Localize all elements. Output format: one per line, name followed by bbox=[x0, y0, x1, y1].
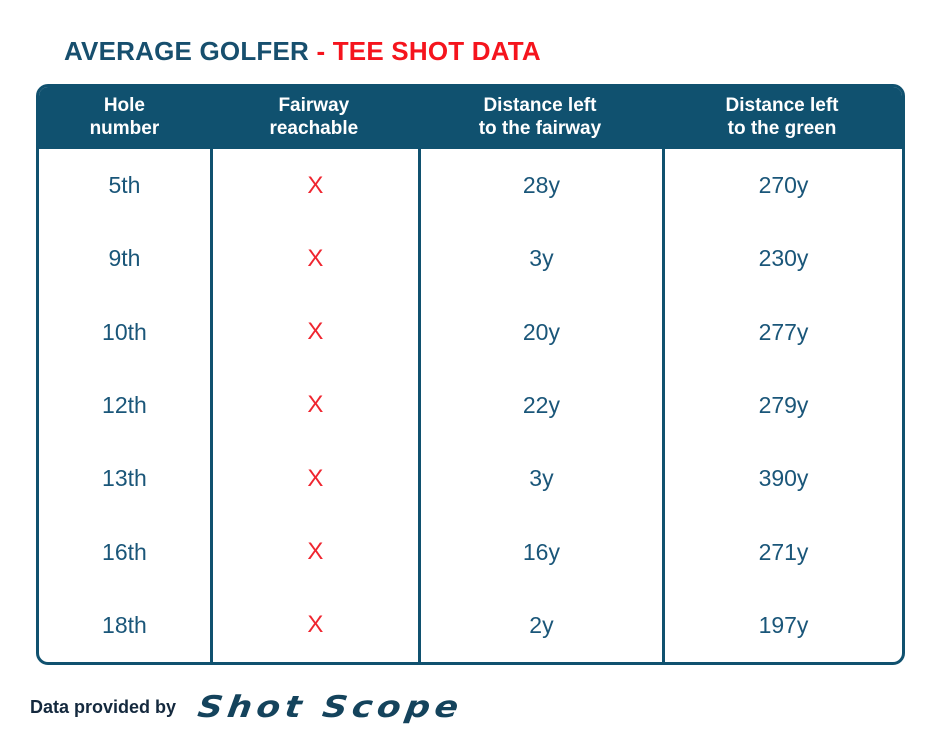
distance-fairway-cell: 28y bbox=[417, 149, 662, 223]
distance-green-cell: 277y bbox=[662, 295, 902, 369]
table-row: 12th X 22y 279y bbox=[39, 368, 902, 443]
distance-green-cell: 390y bbox=[662, 442, 902, 516]
table-row: 9th X 3y 230y bbox=[39, 222, 902, 296]
hole-number-cell: 5th bbox=[108, 172, 141, 199]
header-line: reachable bbox=[269, 118, 359, 139]
header-fairway-reachable: Fairway reachable bbox=[210, 95, 418, 141]
hole-number-cell: 10th bbox=[102, 318, 147, 345]
fairway-reachable-cell: X bbox=[209, 295, 418, 369]
header-line: Distance left bbox=[725, 95, 839, 117]
fairway-reachable-cell: X bbox=[209, 368, 418, 443]
distance-fairway-cell: 3y bbox=[417, 222, 662, 296]
hole-number-cell: 13th bbox=[102, 465, 147, 492]
distance-green-cell: 271y bbox=[662, 515, 902, 589]
header-line: Hole bbox=[103, 95, 146, 117]
table-row: 16th X 16y 271y bbox=[39, 515, 902, 589]
data-provided-by-label: Data provided by bbox=[30, 697, 177, 717]
table-row: 5th X 28y 270y bbox=[39, 149, 902, 223]
header-hole-number: Hole number bbox=[39, 95, 210, 141]
distance-green-cell: 279y bbox=[662, 368, 902, 443]
tee-shot-data-table: Hole number Fairway reachable Distance l… bbox=[36, 84, 905, 665]
table-body: 5th X 28y 270y 9th X 3y 230y 10th X 20y 277y 12th X 22… bbox=[39, 149, 902, 662]
distance-fairway-cell: 20y bbox=[417, 295, 662, 369]
header-distance-left-green: Distance left to the green bbox=[662, 95, 902, 141]
distance-fairway-cell: 3y bbox=[417, 442, 662, 516]
table-row: 10th X 20y 277y bbox=[39, 295, 902, 369]
fairway-reachable-cell: X bbox=[209, 442, 418, 516]
footer: Data provided by Shot Scope bbox=[30, 690, 465, 725]
header-line: Distance left bbox=[483, 95, 597, 117]
table-row: 13th X 3y 390y bbox=[39, 442, 902, 516]
distance-green-cell: 270y bbox=[662, 149, 902, 223]
distance-green-cell: 197y bbox=[662, 588, 902, 662]
distance-green-cell: 230y bbox=[662, 222, 902, 296]
hole-number-cell: 12th bbox=[102, 391, 147, 418]
header-line: number bbox=[89, 118, 160, 139]
header-distance-left-fairway: Distance left to the fairway bbox=[418, 95, 662, 141]
page-title: AVERAGE GOLFER - TEE SHOT DATA bbox=[64, 36, 541, 67]
hole-number-cell: 9th bbox=[108, 245, 141, 272]
header-line: to the green bbox=[727, 118, 837, 139]
page-title-red: - TEE SHOT DATA bbox=[316, 36, 541, 66]
page-title-navy: AVERAGE GOLFER bbox=[64, 36, 317, 66]
hole-number-cell: 18th bbox=[102, 611, 147, 638]
table-header-row: Hole number Fairway reachable Distance l… bbox=[39, 87, 902, 149]
distance-fairway-cell: 16y bbox=[417, 515, 662, 589]
fairway-reachable-cell: X bbox=[209, 222, 418, 296]
fairway-reachable-cell: X bbox=[209, 149, 418, 223]
fairway-reachable-cell: X bbox=[209, 588, 418, 662]
distance-fairway-cell: 22y bbox=[417, 368, 662, 443]
header-line: Fairway bbox=[278, 95, 350, 117]
table-row: 18th X 2y 197y bbox=[39, 588, 902, 662]
hole-number-cell: 16th bbox=[102, 538, 147, 565]
shot-scope-logo: Shot Scope bbox=[195, 690, 466, 725]
distance-fairway-cell: 2y bbox=[417, 588, 662, 662]
fairway-reachable-cell: X bbox=[209, 515, 418, 589]
header-line: to the fairway bbox=[478, 118, 602, 139]
